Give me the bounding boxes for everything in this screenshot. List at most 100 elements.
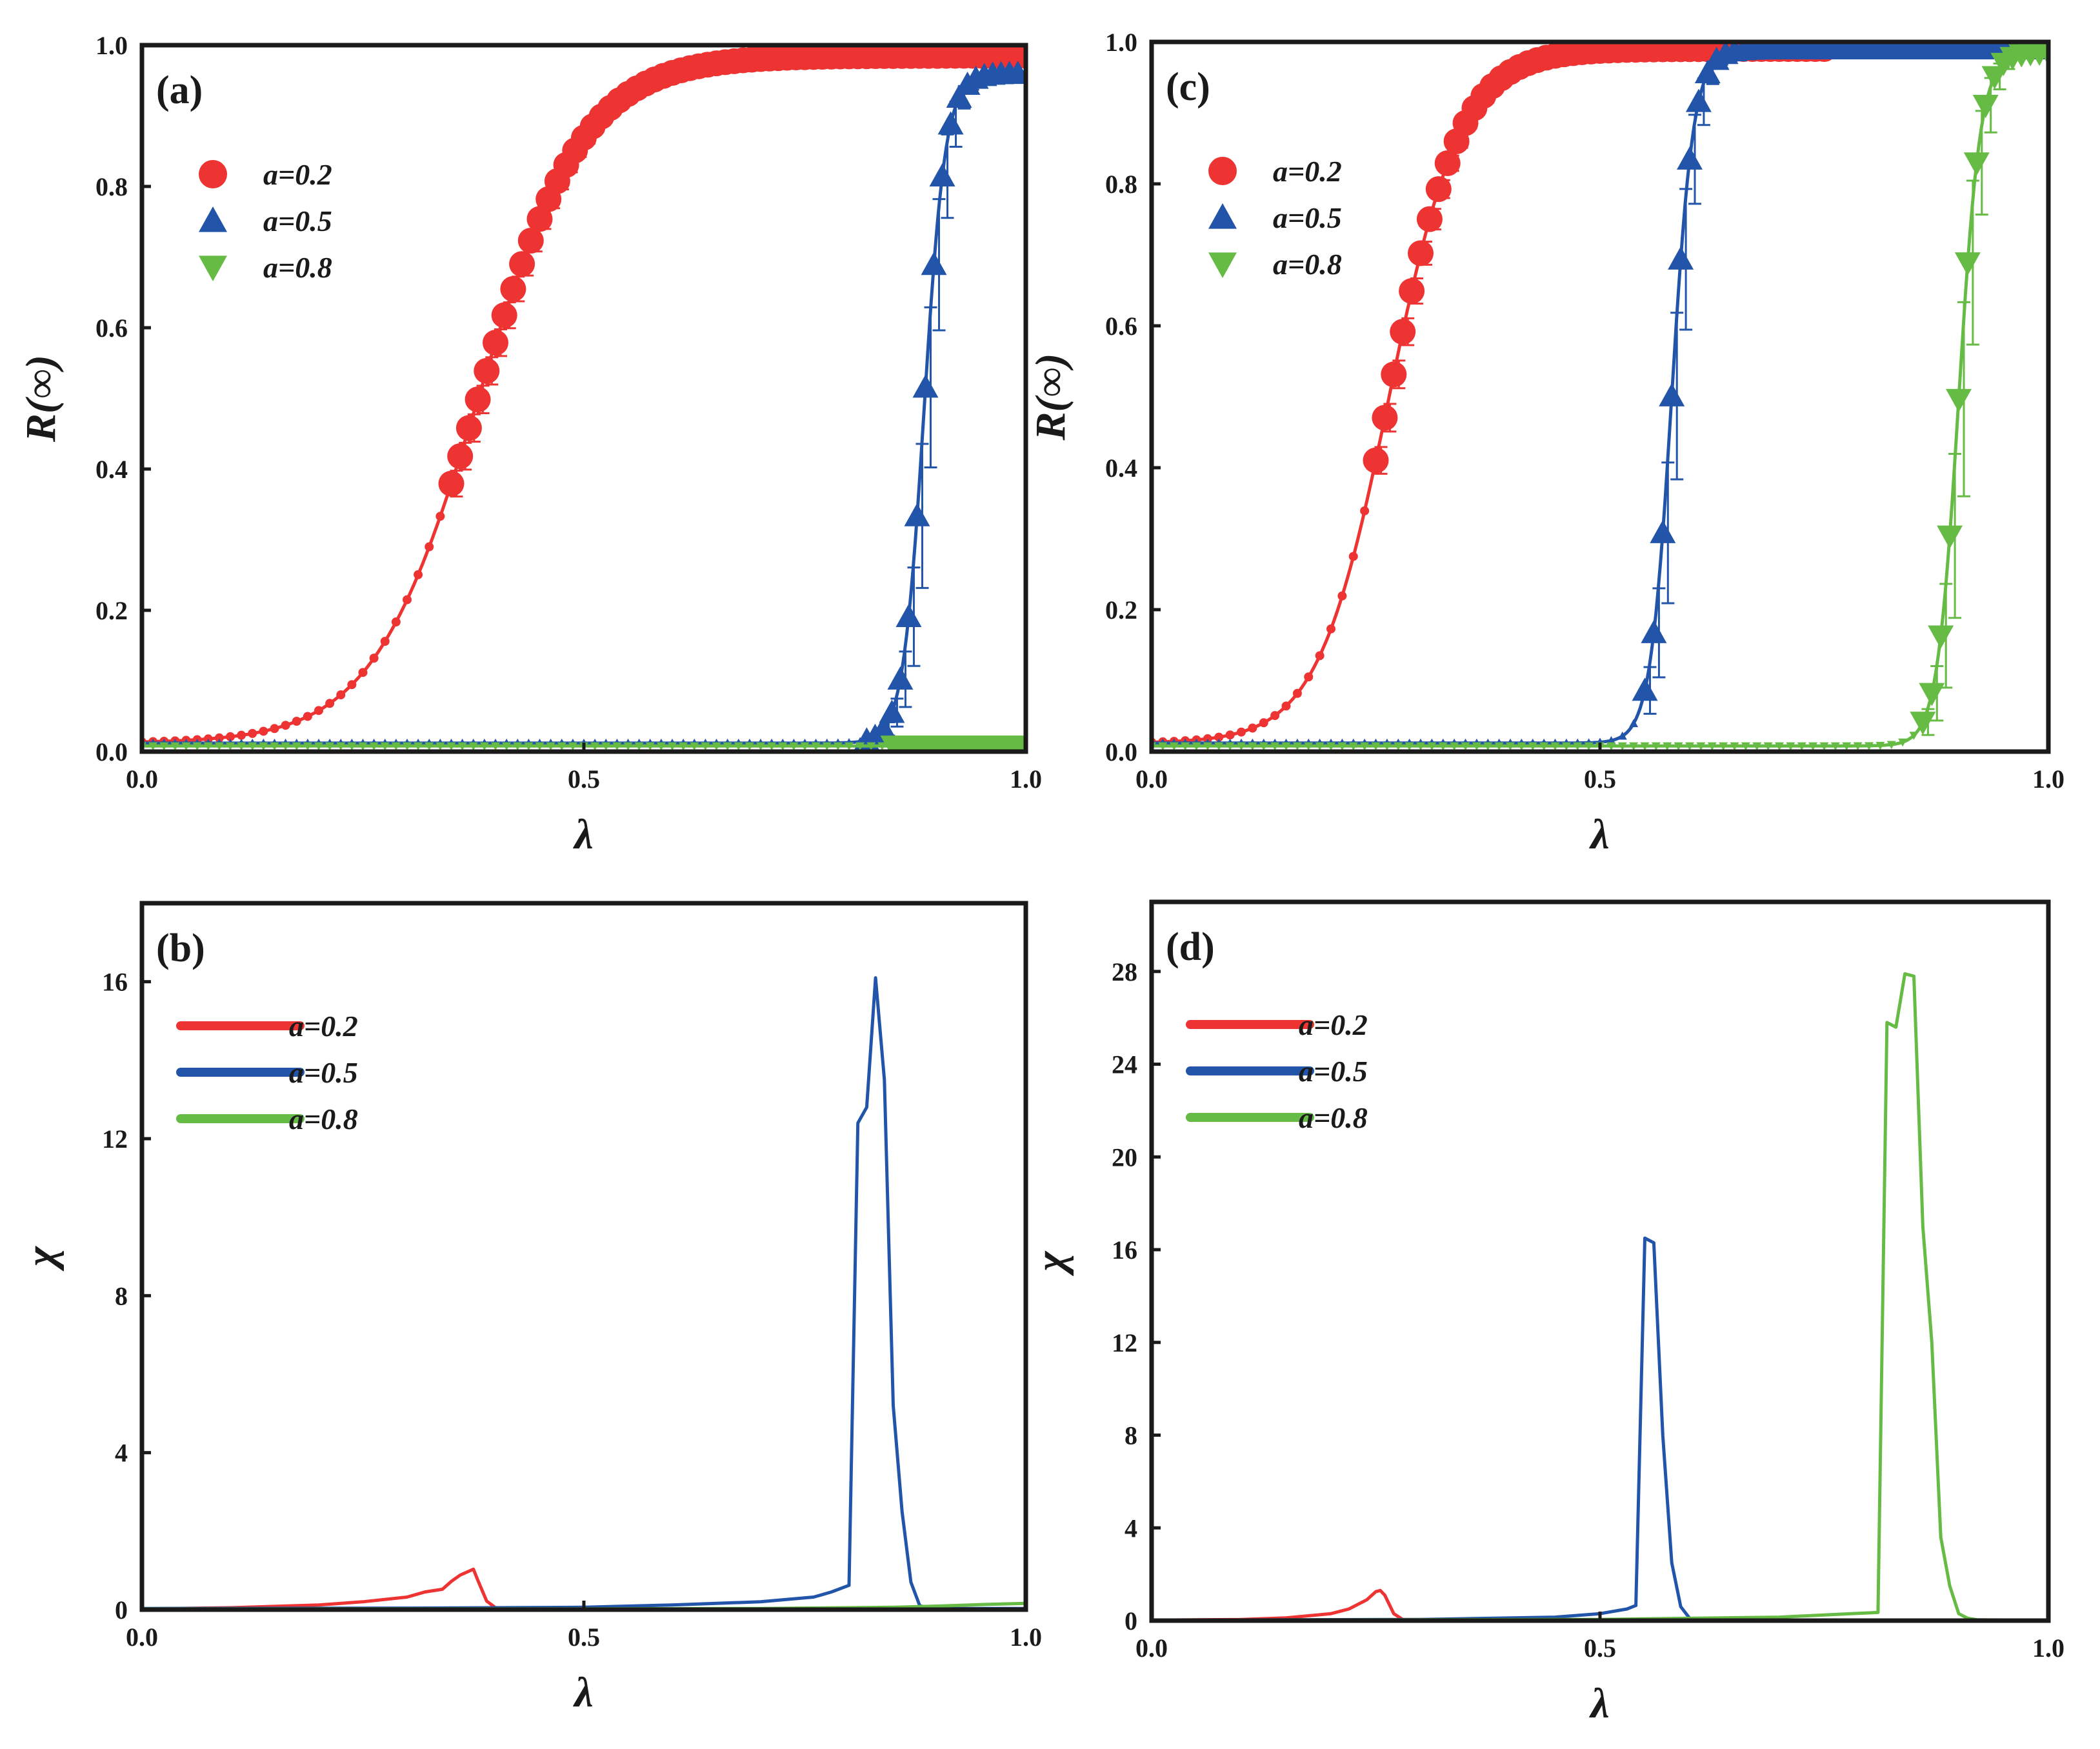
data-point-c-a08 (1382, 742, 1392, 751)
data-point-a-a08 (546, 742, 555, 751)
data-point-a-a08 (811, 742, 821, 751)
data-point-c-a08 (1192, 742, 1201, 751)
data-point-c-a02 (1214, 732, 1224, 742)
data-point-a-a02 (380, 637, 390, 646)
x-tick-label-a: 1.0 (1010, 765, 1042, 794)
x-axis-label-a: λ (572, 811, 593, 858)
data-point-a-a08 (148, 742, 158, 751)
data-point-c-a05 (1668, 246, 1694, 270)
data-point-c-a08 (1494, 742, 1504, 751)
data-point-a-a02 (358, 668, 368, 677)
data-point-a-a08 (513, 742, 523, 751)
data-point-a-a08 (248, 742, 257, 751)
data-point-c-a05 (1641, 619, 1667, 643)
plot-area-a (142, 45, 1026, 752)
panel-label-c: (c) (1166, 65, 1210, 109)
data-point-a-a02 (465, 386, 491, 413)
data-point-c-a08 (1875, 741, 1885, 750)
data-point-c-a08 (1937, 525, 1963, 549)
data-point-a-a08 (446, 742, 456, 751)
data-point-a-a02 (500, 275, 526, 302)
x-axis-label-c: λ (1588, 811, 1609, 858)
x-tick-label-d: 0.0 (1135, 1634, 1168, 1663)
x-tick-label-b: 0.0 (126, 1623, 158, 1652)
legend-label-a-a08: a=0.8 (263, 251, 332, 284)
data-point-c-a08 (1928, 625, 1954, 649)
data-point-a-a02 (517, 227, 544, 254)
y-tick-label-a: 0.4 (95, 455, 128, 484)
panel-b: 0.0 0.5 1.0 0 4 8 12 16 λ χ (b) a=0.2 a=0.5 a=0.8 (0, 884, 1045, 1749)
data-point-c-a08 (1181, 742, 1190, 751)
data-point-c-a08 (1808, 742, 1818, 751)
data-point-a-a08 (745, 742, 754, 751)
data-point-c-a08 (1730, 742, 1739, 751)
y-tick-label-b: 4 (115, 1439, 128, 1468)
data-point-c-a08 (1427, 742, 1437, 751)
y-tick-label-d: 8 (1125, 1421, 1137, 1450)
data-point-a-a08 (226, 742, 235, 751)
data-point-a-a08 (214, 742, 224, 751)
data-point-a-a08 (723, 742, 732, 751)
data-point-a-a02 (226, 732, 235, 741)
y-tick-label-c: 0.6 (1105, 312, 1137, 341)
y-tick-label-c: 1.0 (1105, 28, 1137, 57)
data-point-a-a08 (645, 742, 655, 751)
y-axis-label-a: R(∞) (17, 355, 65, 443)
data-point-a-a02 (435, 512, 445, 521)
data-point-c-a08 (1158, 742, 1168, 751)
data-point-c-a02 (1348, 552, 1358, 561)
data-point-c-a08 (1909, 732, 1919, 740)
data-point-c-a08 (1651, 742, 1661, 751)
data-point-a-a08 (524, 742, 534, 751)
x-tick-label-c: 0.0 (1135, 765, 1168, 794)
data-point-a-a05 (929, 163, 955, 187)
data-point-a-a08 (468, 742, 478, 751)
data-point-a-a08 (435, 742, 445, 751)
data-point-a-a08 (656, 742, 666, 751)
data-point-c-a08 (1954, 252, 1981, 276)
data-point-a-a02 (347, 680, 357, 690)
x-tick-label-d: 1.0 (2032, 1634, 2065, 1663)
y-tick-label-c: 0.8 (1105, 170, 1137, 199)
data-point-a-a05 (921, 252, 947, 275)
data-point-c-a08 (1707, 742, 1717, 751)
data-point-c-a08 (1450, 742, 1459, 751)
x-tick-label-b: 0.5 (568, 1623, 600, 1652)
data-point-a-a02 (214, 733, 224, 743)
data-point-c-a08 (1842, 742, 1852, 751)
data-point-a-a05 (887, 666, 914, 690)
data-point-c-a05 (1606, 735, 1616, 745)
data-point-a-a08 (767, 742, 777, 751)
data-point-c-a08 (1963, 152, 1990, 176)
data-point-c-a02 (1237, 727, 1246, 737)
data-point-c-a02 (1360, 506, 1370, 515)
data-point-c-a08 (1237, 742, 1246, 751)
legend-marker-a-a05 (199, 206, 227, 232)
data-point-c-a08 (1416, 742, 1425, 751)
legend-label-b-a05: a=0.5 (289, 1056, 358, 1089)
panel-label-a: (a) (156, 68, 203, 112)
data-point-a-a02 (403, 595, 412, 605)
data-point-a-a08 (535, 742, 545, 751)
data-point-c-a08 (1910, 712, 1936, 735)
legend-label-a-a05: a=0.5 (263, 205, 332, 237)
y-tick-label-c: 0.4 (1105, 454, 1137, 483)
data-point-a-a05 (912, 374, 939, 398)
data-point-c-a02 (1372, 405, 1398, 431)
x-tick-label-b: 1.0 (1010, 1623, 1042, 1652)
data-point-c-a08 (1281, 742, 1291, 751)
data-point-a-a02 (303, 712, 312, 721)
data-point-a-a08 (734, 742, 743, 751)
data-point-c-a02 (1281, 701, 1291, 711)
data-point-c-a02 (1363, 447, 1389, 474)
data-point-c-a02 (1390, 319, 1416, 345)
data-point-c-a08 (1663, 742, 1672, 751)
data-point-a-a08 (690, 742, 699, 751)
data-point-a-a02 (391, 617, 401, 627)
data-point-a-a08 (845, 742, 854, 751)
data-point-c-a05 (1659, 383, 1685, 406)
data-point-c-a08 (1528, 742, 1537, 751)
data-point-a-a08 (479, 742, 489, 751)
data-point-a-a08 (281, 742, 290, 751)
y-tick-label-c: 0.0 (1105, 737, 1137, 766)
